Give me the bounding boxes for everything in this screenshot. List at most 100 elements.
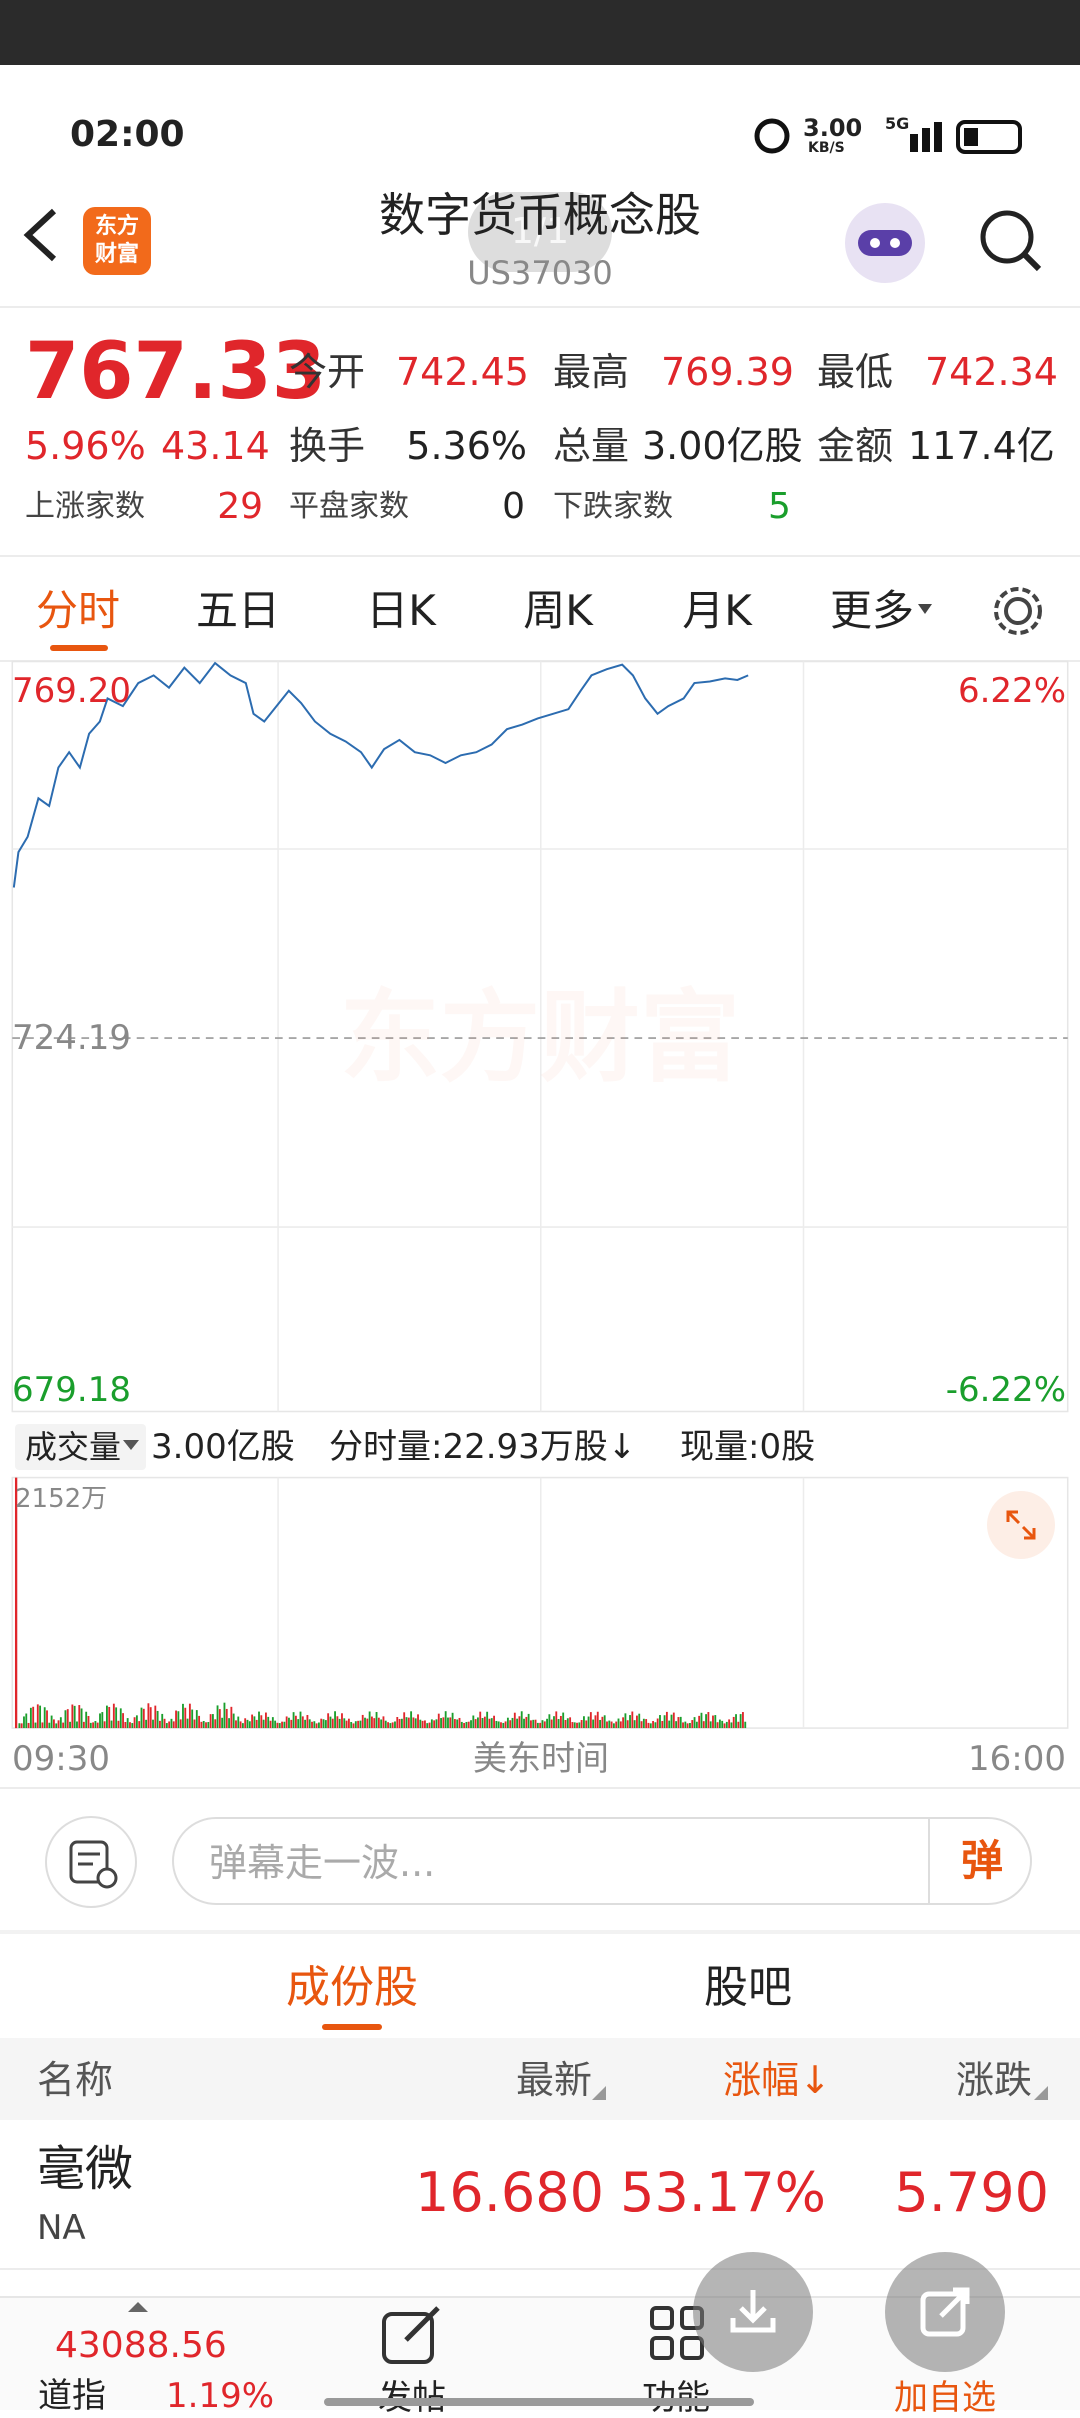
volume-bar	[96, 1722, 99, 1729]
volume-bar	[557, 1719, 560, 1729]
nav-item[interactable]: 加自选	[894, 2378, 996, 2418]
stock-change: 5.790	[894, 2161, 1049, 2224]
column-header[interactable]: 涨跌	[955, 2058, 1032, 2102]
function-icon[interactable]	[648, 2304, 708, 2364]
column-header[interactable]: 最新	[515, 2058, 592, 2102]
volume-bar	[373, 1718, 376, 1729]
volume-bar	[110, 1720, 113, 1729]
chart-tab[interactable]: 分时	[35, 586, 121, 635]
volume-bar	[513, 1712, 516, 1729]
volume-bar	[610, 1721, 613, 1729]
volume-bar	[159, 1720, 161, 1729]
expand-button[interactable]	[986, 1490, 1056, 1560]
volume-bar	[693, 1717, 696, 1729]
volume-max: 2152万	[15, 1484, 108, 1514]
volume-bar	[260, 1715, 263, 1729]
volume-bar	[389, 1723, 392, 1729]
volume-bar	[43, 1707, 46, 1729]
index-value[interactable]: 43088.56	[55, 2325, 227, 2366]
volume-selector[interactable]: 成交量	[15, 1424, 146, 1470]
volume-bar	[126, 1718, 129, 1729]
volume-bar	[200, 1721, 203, 1729]
tab-indicator	[50, 645, 108, 651]
volume-bar	[398, 1718, 401, 1729]
change-pct: 5.96%	[25, 424, 146, 468]
logo-text: 东方	[94, 214, 140, 239]
volume-bar	[744, 1721, 747, 1729]
end-time: 16:00	[968, 1739, 1066, 1779]
column-header[interactable]: 涨幅↓	[723, 2058, 831, 2102]
assistant-avatar[interactable]	[840, 198, 930, 288]
volume-bar	[430, 1719, 433, 1729]
watermark: 东方财富	[340, 979, 740, 1096]
volume-bar	[177, 1711, 180, 1729]
chart-tab[interactable]: 更多	[829, 586, 915, 635]
volume-bar	[576, 1722, 578, 1729]
volume-bar	[29, 1707, 32, 1729]
volume-bar	[94, 1721, 97, 1729]
divider	[0, 555, 1080, 557]
volume-bar	[458, 1717, 461, 1729]
chart-tab[interactable]: 周K	[523, 586, 593, 635]
volume-bar	[225, 1708, 228, 1729]
volume-bar	[214, 1719, 217, 1729]
post-icon[interactable]	[380, 2304, 444, 2368]
volume-bar	[186, 1718, 189, 1729]
volume-bar	[631, 1711, 634, 1729]
count-label: 下跌家数	[553, 489, 673, 524]
index-name[interactable]: 道指	[38, 2376, 106, 2416]
section-tab[interactable]: 成份股	[286, 1962, 418, 2013]
volume-bar	[78, 1705, 81, 1729]
volume-bar	[329, 1716, 332, 1729]
volume-bar	[488, 1718, 491, 1729]
chart-tab[interactable]: 五日	[195, 586, 281, 635]
volume-bar	[290, 1719, 293, 1729]
input-divider	[928, 1819, 930, 1903]
volume-bar	[670, 1714, 673, 1729]
volume-bar	[129, 1722, 131, 1729]
volume-bar	[281, 1721, 283, 1729]
volume-bar	[426, 1723, 429, 1729]
danmaku-input[interactable]: 弹幕走一波... 弹	[172, 1817, 1032, 1905]
volume-bar	[271, 1717, 274, 1729]
volume-bar	[112, 1703, 115, 1729]
back-button[interactable]	[20, 205, 60, 265]
volume-bar	[64, 1710, 67, 1729]
volume-bar	[728, 1719, 731, 1729]
settings-button[interactable]	[990, 583, 1046, 639]
volume-bar	[580, 1720, 583, 1729]
volume-bar	[548, 1714, 551, 1729]
stock-name[interactable]: 毫微	[37, 2141, 134, 2197]
app-logo[interactable]: 东方 财富	[83, 207, 151, 275]
volume-bar	[615, 1721, 618, 1729]
volume-bar	[695, 1721, 698, 1729]
column-header[interactable]: 名称	[37, 2058, 114, 2102]
download-button[interactable]	[693, 2252, 813, 2372]
field-label: 最低	[817, 350, 894, 394]
danmaku-settings[interactable]	[45, 1816, 137, 1908]
field-value: 742.45	[396, 350, 529, 394]
chart-tab[interactable]: 日K	[366, 586, 436, 635]
share-button[interactable]	[885, 2252, 1005, 2372]
search-button[interactable]	[975, 205, 1045, 275]
section-tab[interactable]: 股吧	[704, 1962, 792, 2013]
volume-bar	[709, 1721, 712, 1729]
volume-bar	[571, 1722, 574, 1729]
volume-bar	[80, 1708, 83, 1729]
volume-bar	[175, 1710, 177, 1729]
volume-bar	[163, 1718, 166, 1729]
volume-bar	[55, 1723, 58, 1729]
volume-bar	[57, 1720, 60, 1729]
danmaku-button[interactable]: 弹	[960, 1836, 1004, 1885]
volume-bar	[679, 1716, 682, 1729]
volume-bar	[700, 1712, 703, 1729]
volume-bar	[131, 1723, 134, 1729]
volume-bar	[716, 1722, 719, 1729]
volume-bar	[304, 1719, 307, 1729]
volume-bar	[384, 1720, 387, 1729]
volume-bar	[73, 1705, 76, 1729]
volume-bar	[735, 1714, 737, 1729]
volume-bar	[675, 1721, 678, 1729]
chart-tab[interactable]: 月K	[682, 586, 752, 635]
volume-bar	[366, 1718, 369, 1729]
